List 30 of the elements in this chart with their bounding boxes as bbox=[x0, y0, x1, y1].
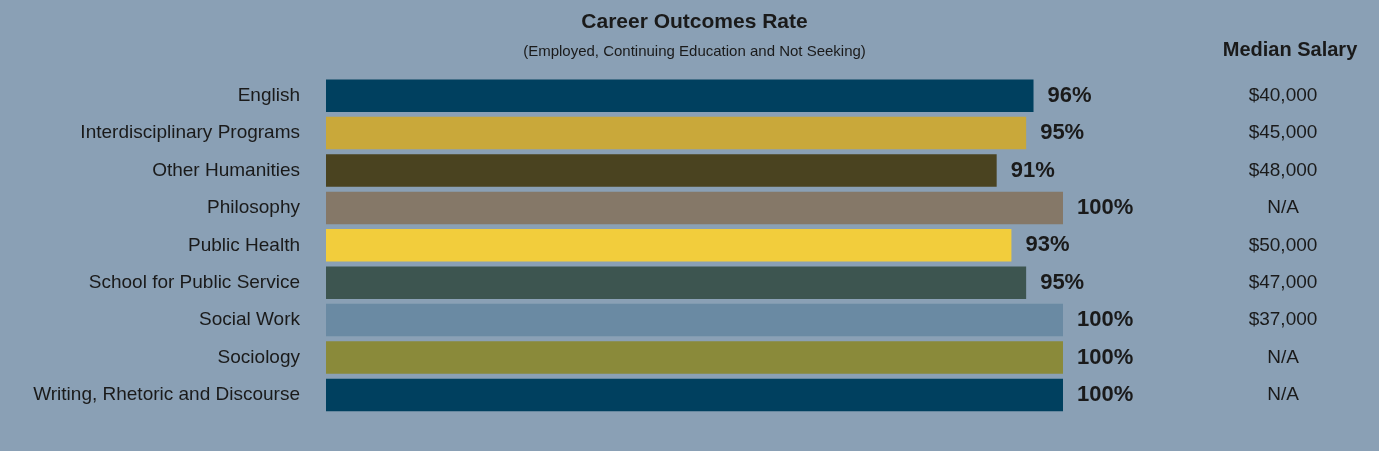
data-label: 100% bbox=[1077, 343, 1134, 369]
y-tick-label: English bbox=[237, 83, 300, 105]
text: N/A bbox=[1267, 345, 1300, 367]
text: $40,000 bbox=[1248, 83, 1318, 105]
text: $47,000 bbox=[1248, 270, 1318, 292]
text: $45,000 bbox=[1248, 121, 1318, 143]
chart-subtitle: (Employed, Continuing Education and Not Seeking) bbox=[523, 42, 866, 60]
y-tick-label: Sociology bbox=[217, 345, 301, 367]
text: N/A bbox=[1267, 383, 1300, 405]
y-tick-label: Public Health bbox=[188, 233, 300, 255]
text: Median Salary bbox=[1222, 37, 1359, 60]
data-label: 93% bbox=[1025, 231, 1070, 257]
y-tick-label: Other Humanities bbox=[152, 158, 300, 180]
y-tick-label: Philosophy bbox=[207, 196, 301, 218]
text: $48,000 bbox=[1248, 158, 1318, 180]
text: $37,000 bbox=[1248, 308, 1318, 330]
chart-title: Career Outcomes Rate bbox=[581, 8, 808, 32]
text: $50,000 bbox=[1248, 233, 1318, 255]
data-label: 95% bbox=[1040, 268, 1085, 294]
text: N/A bbox=[1267, 196, 1300, 218]
y-tick-label: School for Public Service bbox=[88, 270, 300, 292]
y-tick-label: Social Work bbox=[198, 308, 301, 330]
data-label: 91% bbox=[1010, 156, 1055, 182]
data-label: 95% bbox=[1040, 119, 1085, 145]
data-label: 100% bbox=[1077, 306, 1134, 332]
data-label: 100% bbox=[1077, 380, 1134, 406]
y-tick-label: Interdisciplinary Programs bbox=[80, 121, 300, 143]
y-tick-label: Writing, Rhetoric and Discourse bbox=[33, 383, 300, 405]
data-label: 100% bbox=[1077, 193, 1134, 219]
data-label: 96% bbox=[1047, 81, 1092, 107]
